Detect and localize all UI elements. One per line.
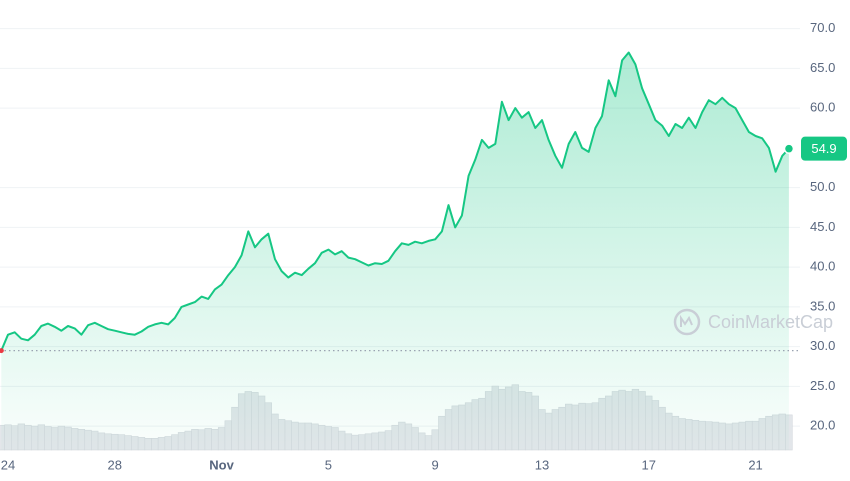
y-tick-label: 40.0 <box>810 259 835 274</box>
x-tick-label: 24 <box>1 457 15 472</box>
x-tick-label: Nov <box>209 457 234 472</box>
x-tick-label: 5 <box>325 457 332 472</box>
y-tick-label: 70.0 <box>810 20 835 35</box>
price-badge-label: 54.9 <box>811 141 836 156</box>
price-badge <box>801 136 847 161</box>
last-point <box>783 143 795 154</box>
y-tick-label: 60.0 <box>810 100 835 115</box>
start-point <box>0 348 4 354</box>
y-tick-label: 25.0 <box>810 378 835 393</box>
watermark-logo <box>673 308 701 336</box>
y-tick-label: 50.0 <box>810 179 835 194</box>
watermark: CoinMarketCap <box>673 308 833 336</box>
y-tick-label: 65.0 <box>810 60 835 75</box>
watermark-text: CoinMarketCap <box>708 312 833 332</box>
x-tick-label: 13 <box>535 457 549 472</box>
x-tick-label: 21 <box>748 457 762 472</box>
y-tick-label: 20.0 <box>810 418 835 433</box>
x-tick-label: 9 <box>432 457 439 472</box>
y-tick-label: 45.0 <box>810 219 835 234</box>
price-line <box>0 51 790 351</box>
x-tick-label: 17 <box>642 457 656 472</box>
y-tick-label: 30.0 <box>810 338 835 353</box>
x-tick-label: 28 <box>108 457 122 472</box>
y-tick-label: 35.0 <box>810 298 835 313</box>
watermark-logo <box>680 314 693 327</box>
